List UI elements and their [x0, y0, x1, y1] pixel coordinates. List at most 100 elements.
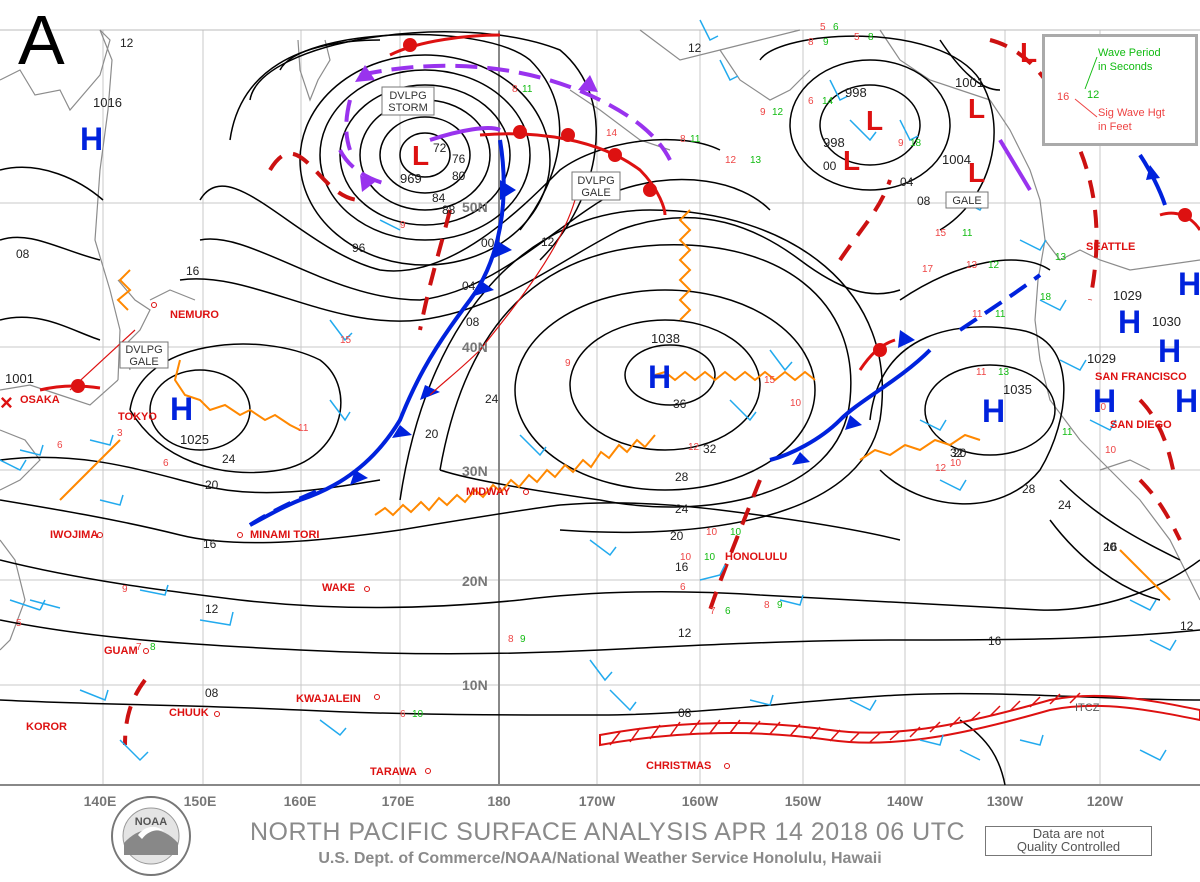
low-center: × 1001 [0, 371, 34, 415]
legend-period-label: Wave Period [1098, 47, 1161, 59]
svg-text:10: 10 [1095, 402, 1107, 413]
svg-text:DVLPG: DVLPG [389, 90, 426, 102]
svg-text:5: 5 [820, 22, 826, 33]
svg-text:96: 96 [352, 241, 366, 255]
svg-text:10: 10 [704, 552, 716, 563]
high-center: H 1035 [982, 382, 1032, 429]
isobar-ring [319, 69, 531, 241]
legend-height-value: 16 [1057, 91, 1070, 103]
svg-text:3: 3 [117, 428, 123, 439]
svg-text:9: 9 [565, 358, 571, 369]
svg-text:998: 998 [845, 85, 867, 100]
city-label: TARAWA [370, 766, 417, 778]
svg-text:H: H [1118, 304, 1141, 340]
svg-text:24: 24 [1058, 498, 1072, 512]
svg-text:9: 9 [122, 584, 128, 595]
svg-text:50N: 50N [462, 199, 488, 215]
city-markers [97, 302, 730, 774]
svg-text:10: 10 [706, 527, 718, 538]
svg-text:12: 12 [725, 155, 737, 166]
svg-text:9: 9 [400, 220, 406, 231]
svg-text:28: 28 [675, 470, 689, 484]
svg-text:L: L [412, 140, 429, 171]
svg-text:84: 84 [432, 191, 446, 205]
svg-text:16: 16 [675, 560, 689, 574]
isobar-ring [789, 59, 951, 191]
svg-text:GALE: GALE [129, 356, 158, 368]
svg-text:15: 15 [935, 228, 947, 239]
svg-text:76: 76 [452, 152, 466, 166]
svg-text:120W: 120W [1087, 793, 1124, 809]
city-label: OSAKA [20, 394, 60, 406]
svg-text:1029: 1029 [1113, 288, 1142, 303]
city-label: WAKE [322, 582, 355, 594]
svg-text:00: 00 [823, 159, 837, 173]
svg-text:15: 15 [340, 335, 352, 346]
high-center: H 1030 [1152, 266, 1200, 329]
svg-text:30N: 30N [462, 463, 488, 479]
svg-text:80: 80 [452, 169, 466, 183]
svg-text:L: L [968, 93, 985, 124]
isobar-ring [339, 84, 511, 226]
svg-text:STORM: STORM [388, 102, 428, 114]
isobar-ring [399, 132, 451, 178]
svg-text:H: H [1178, 266, 1200, 302]
svg-text:08: 08 [205, 686, 219, 700]
svg-text:16: 16 [186, 264, 200, 278]
city-labels: NEMURO OSAKA TOKYO IWOJIMA MINAMI TORI M… [20, 241, 1187, 778]
svg-text:150E: 150E [184, 793, 217, 809]
svg-text:12: 12 [120, 36, 134, 50]
city-label: MIDWAY [466, 486, 511, 498]
svg-text:11: 11 [995, 309, 1006, 320]
svg-text:7: 7 [136, 642, 142, 653]
low-center: L 1001 [955, 75, 985, 124]
svg-text:5: 5 [854, 32, 860, 43]
svg-text:10: 10 [950, 458, 962, 469]
svg-text:10N: 10N [462, 677, 488, 693]
svg-text:9: 9 [777, 600, 783, 611]
svg-text:H: H [170, 391, 193, 427]
svg-text:17: 17 [922, 264, 934, 275]
svg-text:08: 08 [466, 315, 480, 329]
svg-text:6: 6 [833, 22, 839, 33]
svg-text:16: 16 [988, 634, 1002, 648]
svg-text:H: H [982, 393, 1005, 429]
svg-text:170W: 170W [579, 793, 616, 809]
svg-text:6: 6 [400, 709, 406, 720]
svg-text:L: L [843, 145, 860, 176]
svg-text:32: 32 [950, 446, 964, 460]
svg-text:18: 18 [1040, 292, 1052, 303]
lat-lon-grid [0, 30, 1200, 785]
low-center: L 969 [400, 140, 429, 186]
svg-text:10: 10 [1105, 445, 1117, 456]
warning-box: DVLPG GALE [571, 171, 621, 201]
svg-text:1030: 1030 [1152, 314, 1181, 329]
svg-text:8: 8 [868, 32, 874, 43]
svg-text:9: 9 [898, 138, 904, 149]
svg-text:GALE: GALE [952, 195, 981, 207]
high-center: H 1029 [1087, 333, 1181, 369]
svg-text:13: 13 [998, 367, 1010, 378]
svg-text:969: 969 [400, 171, 422, 186]
legend-arrows [1074, 56, 1098, 118]
isobar-ring [514, 289, 816, 491]
svg-text:18: 18 [910, 138, 922, 149]
svg-text:L: L [866, 105, 883, 136]
svg-text:10: 10 [730, 527, 742, 538]
svg-text:13: 13 [750, 155, 762, 166]
svg-text:H: H [1175, 383, 1198, 419]
svg-text:9: 9 [760, 107, 766, 118]
itcz-label: ITCZ [1075, 702, 1100, 714]
svg-text:10: 10 [412, 709, 424, 720]
isobar-ring [624, 344, 716, 406]
low-center: L 998 [823, 135, 860, 176]
noaa-logo: NOAA [110, 795, 192, 882]
svg-text:L: L [968, 157, 985, 188]
svg-text:20: 20 [670, 529, 684, 543]
svg-text:88: 88 [442, 203, 456, 217]
svg-text:13: 13 [1055, 252, 1067, 263]
svg-text:11: 11 [976, 367, 987, 378]
svg-text:1004: 1004 [942, 152, 971, 167]
svg-text:11: 11 [298, 423, 309, 434]
